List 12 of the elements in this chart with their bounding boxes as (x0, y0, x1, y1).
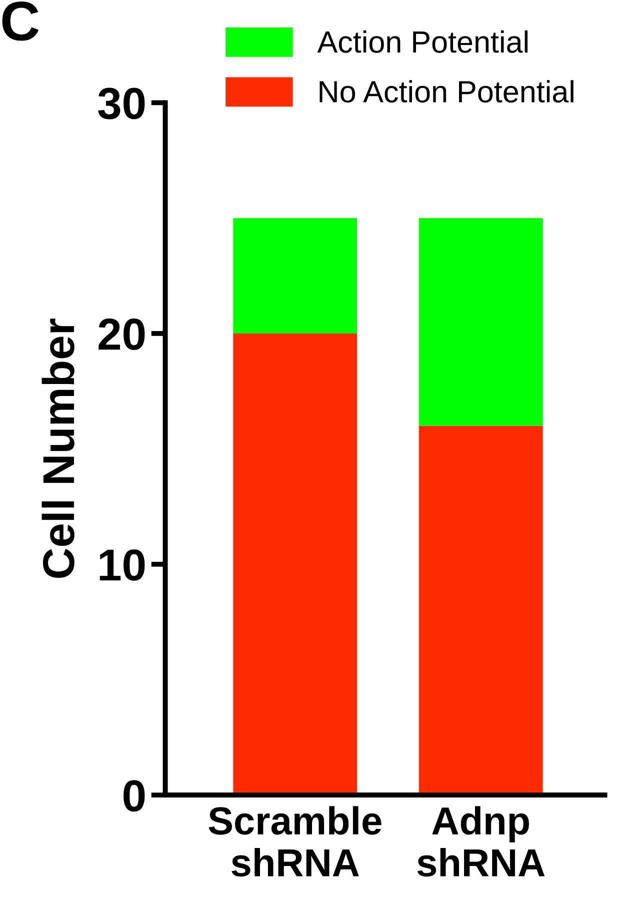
text: C (2, 1, 39, 41)
legend-label: Action Potential (317, 30, 528, 53)
y-tick-label: 20 (98, 318, 145, 350)
x-tick-label: Scramble shRNA (208, 806, 382, 877)
bar (418, 218, 543, 426)
y-tick-label: 30 (98, 88, 145, 120)
bar (233, 218, 358, 334)
y-tick-label: 10 (100, 549, 145, 581)
x-tick-label: Adnp shRNA (417, 806, 545, 877)
y-axis-title: Cell Number (42, 318, 74, 578)
legend-label: No Action Potential (320, 80, 574, 103)
y-tick-label: 0 (124, 780, 145, 812)
